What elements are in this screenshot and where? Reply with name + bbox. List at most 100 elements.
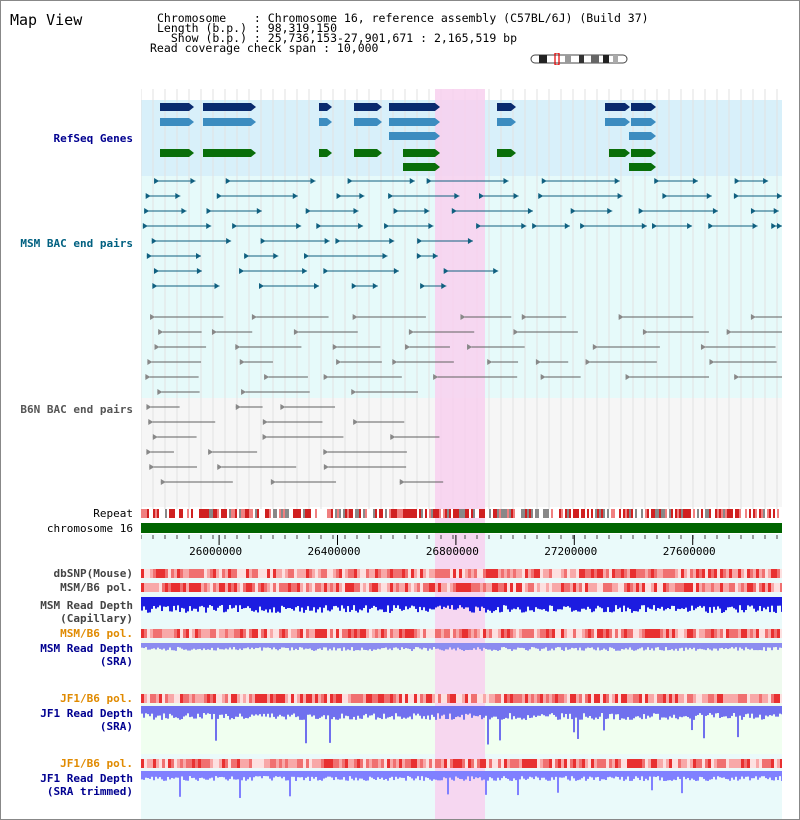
repeat-block — [221, 509, 223, 518]
msm-depth-capillary-bar — [531, 597, 533, 611]
jf1-depth-trimmed-bar — [529, 771, 531, 777]
msm-b6-pol2-cell — [339, 629, 342, 638]
jf1-depth-sra-bar — [693, 706, 695, 720]
msm-depth-sra-bar — [653, 643, 655, 651]
msm-depth-capillary-bar — [675, 597, 677, 611]
jf1-depth-sra-bar — [513, 706, 515, 717]
jf1-depth-trimmed-bar — [665, 771, 667, 781]
genome-tracks-canvas[interactable]: 26000000 26400000 26800000 27200000 27600000 — [141, 89, 782, 819]
repeat-block — [591, 509, 593, 518]
dbsnp-cell — [609, 569, 612, 578]
bac-end-marker — [521, 314, 527, 320]
jf1-b6-pol-cell — [669, 694, 672, 703]
dbsnp-cell — [171, 569, 174, 578]
msm-depth-capillary-bar — [499, 597, 501, 613]
msm-depth-capillary-bar — [749, 597, 751, 607]
repeat-block — [445, 509, 447, 518]
jf1-depth-trimmed-bar — [261, 771, 263, 779]
jf1-depth-trimmed-bar — [381, 771, 383, 778]
msm-depth-capillary-bar — [349, 597, 351, 612]
bac-end-marker — [763, 178, 769, 184]
msm-depth-sra-bar — [241, 643, 243, 651]
jf1-depth-sra-bar — [295, 706, 297, 718]
msm-depth-capillary-bar — [727, 597, 729, 608]
track-label-repeat: Repeat — [93, 507, 133, 520]
msm-b6-pol-cell — [597, 583, 600, 592]
jf1-depth-trimmed-bar — [247, 771, 249, 780]
msm-depth-capillary-bar — [751, 597, 753, 606]
msm-depth-sra-bar — [429, 643, 431, 649]
msm-depth-capillary-bar — [763, 597, 765, 608]
msm-depth-sra-bar — [393, 643, 395, 648]
msm-depth-sra-bar — [383, 643, 385, 649]
msm-depth-sra-bar — [189, 643, 191, 651]
msm-b6-pol2-cell — [366, 629, 369, 638]
jf1-depth-trimmed-bar — [633, 771, 635, 779]
msm-depth-sra-bar — [637, 643, 639, 650]
msm-b6-pol-cell — [558, 583, 561, 592]
chromosome-ideogram[interactable] — [529, 53, 631, 65]
repeat-block — [279, 509, 281, 518]
jf1-depth-trimmed-bar — [651, 771, 653, 791]
msm-b6-pol2-cell — [429, 629, 432, 638]
msm-depth-sra-bar — [261, 643, 263, 651]
msm-b6-pol-cell — [165, 583, 168, 592]
msm-b6-pol-cell — [570, 583, 573, 592]
msm-depth-sra-bar — [181, 643, 183, 649]
jf1-b6-pol2-cell — [375, 759, 378, 768]
msm-b6-pol2-cell — [654, 629, 657, 638]
jf1-depth-trimmed-bar — [475, 771, 477, 778]
jf1-b6-pol2-cell — [402, 759, 405, 768]
track-label-msm-b6-pol: MSM/B6 pol. — [60, 581, 133, 594]
jf1-depth-trimmed-bar — [743, 771, 745, 779]
jf1-b6-pol-cell — [537, 694, 540, 703]
dbsnp-cell — [147, 569, 150, 578]
repeat-block — [741, 509, 743, 518]
jf1-b6-pol-cell — [642, 694, 645, 703]
msm-b6-pol2-cell — [189, 629, 192, 638]
msm-b6-pol2-cell — [486, 629, 489, 638]
jf1-b6-pol2-cell — [309, 759, 312, 768]
jf1-b6-pol-cell — [633, 694, 636, 703]
dbsnp-cell — [675, 569, 678, 578]
msm-b6-pol2-cell — [726, 629, 729, 638]
track-label-msm-depth-sra: MSM Read Depth — [40, 642, 133, 655]
jf1-depth-sra-bar — [555, 706, 557, 717]
bac-end-marker — [617, 193, 623, 199]
bac-end-marker — [336, 193, 342, 199]
msm-depth-capillary-bar — [711, 597, 713, 613]
jf1-b6-pol-cell — [555, 694, 558, 703]
jf1-depth-sra-bar — [175, 706, 177, 718]
msm-b6-pol2-cell — [180, 629, 183, 638]
dbsnp-cell — [705, 569, 708, 578]
jf1-depth-sra-bar — [549, 706, 551, 715]
jf1-b6-pol2-cell — [657, 759, 660, 768]
msm-b6-pol-cell — [765, 583, 768, 592]
repeat-block — [583, 509, 585, 518]
msm-depth-capillary-bar — [551, 597, 553, 606]
jf1-depth-sra-bar — [291, 706, 293, 715]
msm-depth-sra-bar — [253, 643, 255, 650]
bac-end-marker — [777, 223, 782, 229]
jf1-b6-pol-cell — [627, 694, 630, 703]
jf1-b6-pol2-cell — [669, 759, 672, 768]
msm-depth-capillary-bar — [449, 597, 451, 609]
msm-depth-capillary-bar — [313, 597, 315, 608]
jf1-depth-sra-bar — [647, 706, 649, 716]
jf1-b6-pol-cell — [435, 694, 438, 703]
dbsnp-cell — [189, 569, 192, 578]
msm-b6-pol-cell — [471, 583, 474, 592]
bac-end-marker — [382, 253, 388, 259]
jf1-depth-trimmed-bar — [617, 771, 619, 778]
dbsnp-cell — [210, 569, 213, 578]
repeat-block — [209, 509, 211, 518]
jf1-depth-sra-bar — [253, 706, 255, 716]
jf1-depth-sra-bar — [355, 706, 357, 720]
msm-b6-pol2-cell — [657, 629, 660, 638]
msm-b6-pol-cell — [216, 583, 219, 592]
msm-b6-pol-cell — [735, 583, 738, 592]
jf1-b6-pol2-cell — [453, 759, 456, 768]
jf1-depth-trimmed-bar — [279, 771, 281, 777]
jf1-depth-trimmed-bar — [423, 771, 425, 781]
repeat-block — [705, 509, 707, 518]
